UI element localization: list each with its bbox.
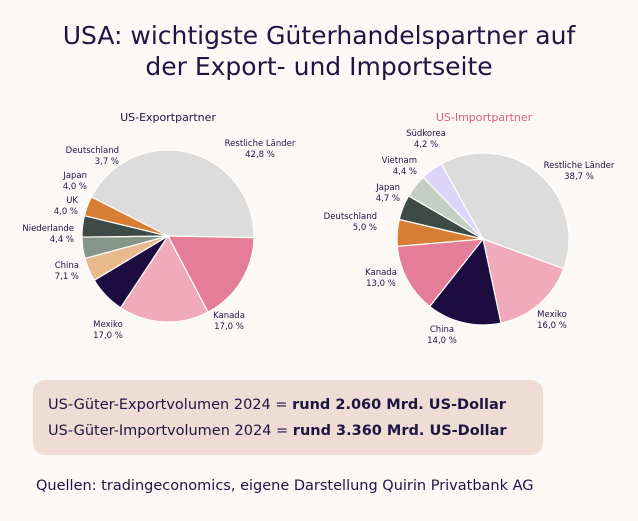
export-label-mexiko: Mexiko <box>93 320 123 330</box>
import-slice-mexiko <box>482 238 565 324</box>
title-line-1: USA: wichtigste Güterhandelspartner auf <box>62 21 576 50</box>
export-slice-mexiko <box>119 234 209 323</box>
export-slice-kanada <box>166 235 255 313</box>
import-volume-value: rund 3.360 Mrd. US-Dollar <box>292 423 507 439</box>
export-slice-restliche-laender <box>90 149 255 239</box>
import-label-japan: Japan <box>375 183 400 193</box>
import-label-suedkorea: Südkorea <box>406 129 446 139</box>
export-label-china: China <box>55 261 79 271</box>
import-value-suedkorea: 4,2 % <box>414 140 438 150</box>
import-slice-china <box>428 237 502 326</box>
import-volume-label: US-Güter-Importvolumen 2024 = <box>48 423 293 439</box>
import-label-deutschland: Deutschland <box>324 212 377 222</box>
import-label-restliche-laender: Restliche Länder <box>544 161 615 171</box>
import-volume-line: US-Güter-Importvolumen 2024 = rund 3.360… <box>48 423 507 439</box>
import-label-mexiko: Mexiko <box>537 310 567 320</box>
export-label-japan: Japan <box>62 171 87 181</box>
export-label-restliche-laender: Restliche Länder <box>225 139 296 149</box>
import-pie-title: US-Importpartner <box>436 111 533 124</box>
import-value-deutschland: 5,0 % <box>353 223 377 233</box>
import-label-vietnam: Vietnam <box>382 156 417 166</box>
export-value-mexiko: 17,0 % <box>93 331 123 341</box>
export-value-deutschland: 3,7 % <box>95 157 119 167</box>
export-label-kanada: Kanada <box>213 311 245 321</box>
import-value-restliche-laender: 38,7 % <box>564 172 594 182</box>
export-value-niederlande: 4,4 % <box>50 235 74 245</box>
export-volume-label: US-Güter-Exportvolumen 2024 = <box>48 397 293 413</box>
export-volume-line: US-Güter-Exportvolumen 2024 = rund 2.060… <box>48 397 506 413</box>
export-label-deutschland: Deutschland <box>66 146 119 156</box>
export-label-niederlande: Niederlande <box>22 224 74 234</box>
import-label-china: China <box>430 325 454 335</box>
import-slice-restliche-laender <box>440 152 570 270</box>
import-slice-kanada <box>396 238 485 308</box>
export-value-restliche-laender: 42,8 % <box>245 150 275 160</box>
export-volume-value: rund 2.060 Mrd. US-Dollar <box>292 397 506 413</box>
volume-summary-box: US-Güter-Exportvolumen 2024 = rund 2.060… <box>33 380 543 455</box>
export-value-kanada: 17,0 % <box>214 322 244 332</box>
import-value-china: 14,0 % <box>427 336 457 346</box>
export-value-japan: 4,0 % <box>63 182 87 192</box>
export-label-uk: UK <box>66 196 78 206</box>
import-slice-suedkorea <box>422 162 484 240</box>
import-value-japan: 4,7 % <box>376 194 400 204</box>
import-label-kanada: Kanada <box>365 268 397 278</box>
import-value-mexiko: 16,0 % <box>537 321 567 331</box>
export-value-china: 7,1 % <box>55 272 79 282</box>
source-note: Quellen: tradingeconomics, eigene Darste… <box>36 478 534 494</box>
import-value-kanada: 13,0 % <box>366 279 396 289</box>
export-slice-deutschland <box>83 196 169 237</box>
export-value-uk: 4,0 % <box>54 207 78 217</box>
page-title: USA: wichtigste Güterhandelspartner auf … <box>0 20 638 82</box>
import-value-vietnam: 4,4 % <box>393 167 417 177</box>
export-pie-title: US-Exportpartner <box>120 111 216 124</box>
title-line-2: der Export- und Importseite <box>145 52 493 81</box>
